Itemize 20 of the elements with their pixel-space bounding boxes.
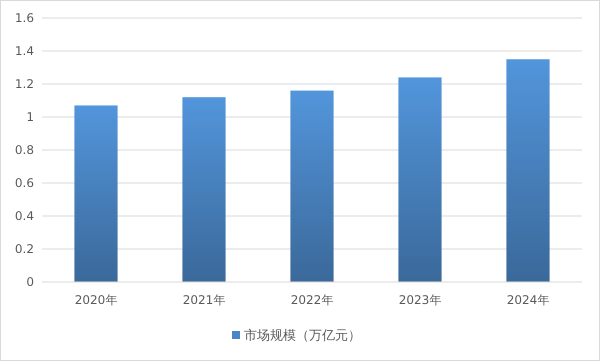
y-tick-label: 0.8 xyxy=(14,143,34,158)
x-tick-label: 2022年 xyxy=(290,293,334,307)
x-tick-label: 2020年 xyxy=(74,293,118,307)
y-tick-label: 0 xyxy=(26,275,34,290)
x-tick-label: 2021年 xyxy=(182,293,226,307)
y-tick-label: 0.6 xyxy=(14,176,34,190)
y-tick-label: 1.6 xyxy=(14,11,34,26)
y-tick-label: 1.2 xyxy=(14,77,34,92)
bar xyxy=(506,59,550,282)
y-tick-label: 1 xyxy=(26,110,34,124)
bar xyxy=(182,97,226,282)
bar xyxy=(398,77,442,282)
legend-label: 市场规模（万亿元） xyxy=(244,328,361,344)
bar xyxy=(74,105,118,282)
y-tick-label: 0.4 xyxy=(14,209,34,224)
bar xyxy=(290,90,334,282)
x-tick-label: 2024年 xyxy=(506,293,550,307)
x-tick-label: 2023年 xyxy=(398,293,442,307)
y-tick-label: 1.4 xyxy=(14,44,34,58)
y-tick-label: 0.2 xyxy=(14,242,34,256)
